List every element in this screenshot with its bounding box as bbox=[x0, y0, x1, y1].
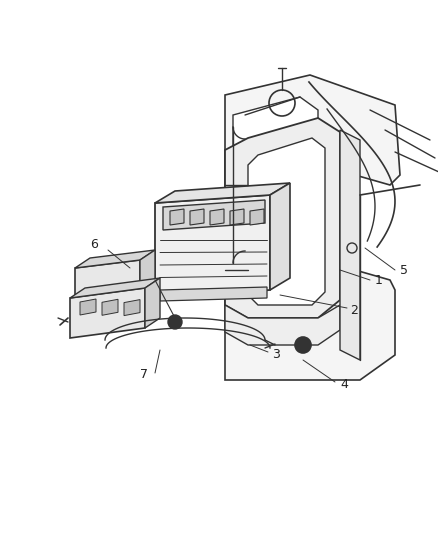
Polygon shape bbox=[230, 209, 244, 225]
Polygon shape bbox=[140, 250, 155, 295]
Polygon shape bbox=[225, 305, 339, 345]
Circle shape bbox=[168, 315, 182, 329]
Polygon shape bbox=[249, 209, 263, 225]
Text: 6: 6 bbox=[90, 238, 98, 252]
Polygon shape bbox=[70, 278, 159, 298]
Circle shape bbox=[299, 342, 306, 349]
Polygon shape bbox=[124, 300, 140, 316]
Polygon shape bbox=[75, 260, 140, 303]
Text: 2: 2 bbox=[349, 303, 357, 317]
Text: 7: 7 bbox=[140, 368, 148, 382]
Circle shape bbox=[294, 337, 310, 353]
Polygon shape bbox=[80, 299, 96, 315]
Polygon shape bbox=[162, 200, 265, 230]
Text: 3: 3 bbox=[272, 349, 279, 361]
Polygon shape bbox=[102, 300, 118, 316]
Text: 5: 5 bbox=[399, 263, 407, 277]
Polygon shape bbox=[155, 183, 290, 203]
Polygon shape bbox=[145, 278, 159, 328]
Polygon shape bbox=[225, 118, 339, 318]
Polygon shape bbox=[233, 97, 317, 275]
Polygon shape bbox=[75, 250, 155, 268]
Polygon shape bbox=[159, 287, 266, 301]
Polygon shape bbox=[170, 209, 184, 225]
Polygon shape bbox=[70, 288, 145, 338]
Text: 1: 1 bbox=[374, 273, 382, 287]
Text: 4: 4 bbox=[339, 378, 347, 392]
Polygon shape bbox=[247, 138, 324, 305]
Polygon shape bbox=[225, 75, 399, 380]
Polygon shape bbox=[269, 183, 290, 290]
Polygon shape bbox=[190, 209, 204, 225]
Polygon shape bbox=[339, 130, 359, 360]
Polygon shape bbox=[209, 209, 223, 225]
Polygon shape bbox=[155, 195, 269, 298]
